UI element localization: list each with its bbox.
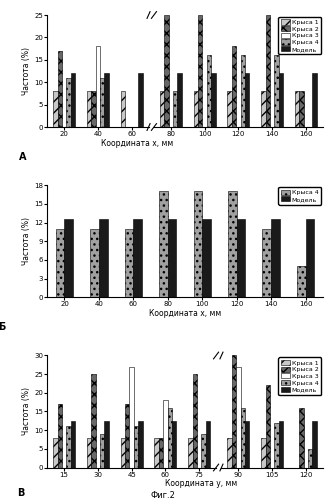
Bar [159, 438, 163, 468]
Bar [206, 421, 210, 468]
Bar [295, 91, 299, 127]
Text: В: В [17, 488, 24, 498]
Bar [91, 374, 96, 468]
Bar [56, 229, 65, 298]
Bar [160, 91, 164, 127]
Bar [236, 366, 241, 468]
Bar [168, 220, 176, 298]
Bar [308, 449, 312, 468]
Bar [194, 91, 198, 127]
Bar [232, 356, 236, 468]
Bar [279, 73, 283, 127]
Bar [228, 192, 237, 298]
Bar [274, 56, 279, 127]
Bar [53, 91, 58, 127]
Bar [237, 220, 245, 298]
Bar [194, 192, 202, 298]
Text: Фиг.2: Фиг.2 [151, 490, 175, 500]
Bar [177, 73, 182, 127]
Bar [188, 438, 193, 468]
Y-axis label: Частота (%): Частота (%) [22, 388, 31, 436]
Bar [105, 421, 109, 468]
Bar [299, 408, 304, 468]
Bar [71, 421, 75, 468]
Bar [125, 404, 129, 468]
X-axis label: Координата x, мм: Координата x, мм [149, 309, 221, 318]
Bar [299, 91, 304, 127]
Bar [138, 421, 143, 468]
Bar [121, 91, 125, 127]
Bar [99, 220, 108, 298]
Bar [87, 438, 91, 468]
Text: Б: Б [0, 322, 5, 332]
Bar [67, 78, 71, 127]
Legend: Крыса 4, Модель: Крыса 4, Модель [278, 187, 321, 204]
Bar [58, 404, 62, 468]
Bar [87, 91, 91, 127]
Bar [261, 91, 265, 127]
Bar [202, 220, 211, 298]
Bar [245, 421, 249, 468]
Bar [297, 266, 305, 298]
Bar [227, 91, 232, 127]
Bar [100, 78, 105, 127]
Bar [261, 438, 265, 468]
Bar [168, 408, 172, 468]
Bar [312, 421, 317, 468]
Bar [193, 374, 197, 468]
Bar [262, 229, 271, 298]
Y-axis label: Частота (%): Частота (%) [22, 218, 31, 266]
Bar [305, 220, 314, 298]
Bar [265, 386, 270, 468]
Bar [133, 220, 142, 298]
Bar [271, 220, 280, 298]
Bar [241, 56, 245, 127]
Bar [279, 421, 283, 468]
Bar [173, 91, 177, 127]
Bar [58, 51, 62, 127]
Bar [274, 422, 279, 468]
Bar [125, 229, 133, 298]
Bar [232, 46, 236, 127]
Bar [100, 434, 105, 468]
Bar [67, 426, 71, 468]
Bar [312, 73, 317, 127]
Bar [65, 220, 73, 298]
Bar [138, 73, 143, 127]
Bar [105, 73, 109, 127]
Bar [71, 73, 75, 127]
Bar [121, 438, 125, 468]
Bar [90, 229, 99, 298]
Bar [155, 438, 159, 468]
Bar [265, 15, 270, 127]
X-axis label: Координата y, мм: Координата y, мм [165, 479, 237, 488]
Legend: Крыса 1, Крыса 2, Крыса 3, Крыса 4, Модель: Крыса 1, Крыса 2, Крыса 3, Крыса 4, Моде… [278, 17, 321, 54]
Bar [134, 426, 138, 468]
Bar [241, 408, 245, 468]
Bar [227, 438, 232, 468]
Legend: Крыса 1, Крыса 2, Крыса 3, Крыса 4, Модель: Крыса 1, Крыса 2, Крыса 3, Крыса 4, Моде… [278, 358, 321, 395]
Bar [198, 15, 202, 127]
Bar [207, 56, 211, 127]
Bar [163, 400, 168, 468]
Bar [91, 91, 96, 127]
Bar [172, 421, 176, 468]
Text: A: A [19, 152, 26, 162]
Bar [159, 192, 168, 298]
X-axis label: Координата x, мм: Координата x, мм [101, 138, 173, 147]
Bar [96, 46, 100, 127]
Bar [53, 438, 58, 468]
Bar [211, 73, 215, 127]
Bar [129, 366, 134, 468]
Y-axis label: Частота (%): Частота (%) [22, 47, 31, 95]
Bar [201, 434, 206, 468]
Bar [245, 73, 249, 127]
Bar [164, 15, 169, 127]
